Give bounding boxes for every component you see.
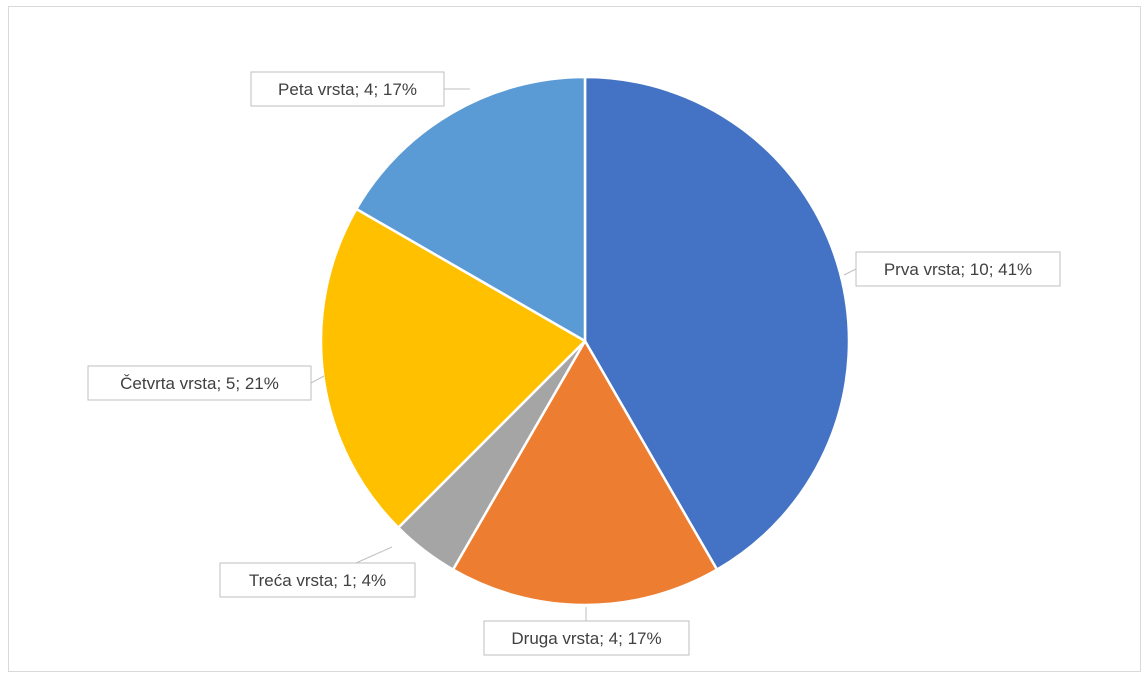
label-box [250, 71, 445, 107]
data-label-text: Treća vrsta; 1; 4% [249, 571, 386, 590]
data-label-1: Prva vrsta; 10; 41% [843, 251, 1061, 287]
label-box [855, 251, 1061, 287]
leader-line [843, 268, 857, 276]
data-label-text: Prva vrsta; 10; 41% [884, 260, 1032, 279]
leader-line [310, 375, 325, 384]
pie-slice-5 [355, 75, 587, 343]
label-box [87, 365, 312, 401]
label-box [219, 562, 416, 598]
data-label-2: Druga vrsta; 4; 17% [483, 607, 690, 656]
pie-slice-2 [451, 339, 719, 607]
data-label-text: Druga vrsta; 4; 17% [511, 629, 661, 648]
pie-slice-4 [319, 207, 587, 529]
leader-line [355, 546, 393, 564]
label-box [483, 620, 690, 656]
data-label-3: Treća vrsta; 1; 4% [219, 546, 416, 598]
data-label-5: Peta vrsta; 4; 17% [250, 71, 470, 107]
pie-slices [319, 75, 851, 607]
data-labels: Prva vrsta; 10; 41% Druga vrsta; 4; 17% Tr… [87, 71, 1061, 656]
data-label-text: Četvrta vrsta; 5; 21% [120, 374, 279, 393]
pie-slice-1 [583, 75, 851, 571]
data-label-text: Peta vrsta; 4; 17% [278, 80, 417, 99]
data-label-4: Četvrta vrsta; 5; 21% [87, 365, 325, 401]
